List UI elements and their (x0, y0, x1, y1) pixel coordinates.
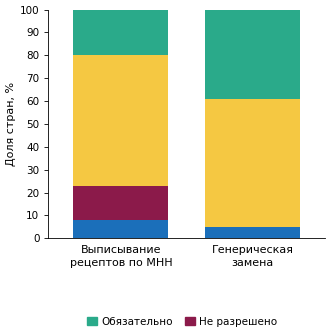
Y-axis label: Доля стран, %: Доля стран, % (6, 82, 16, 166)
Bar (206, 99, 300, 227)
Bar (73, 186, 168, 220)
Bar (73, 10, 168, 55)
Bar (73, 220, 168, 238)
Legend: Обязательно, Добровольно, Не разрешено, Нет инфомации: Обязательно, Добровольно, Не разрешено, … (87, 317, 287, 331)
Bar (73, 55, 168, 186)
Bar (206, 10, 300, 99)
Bar (206, 227, 300, 238)
